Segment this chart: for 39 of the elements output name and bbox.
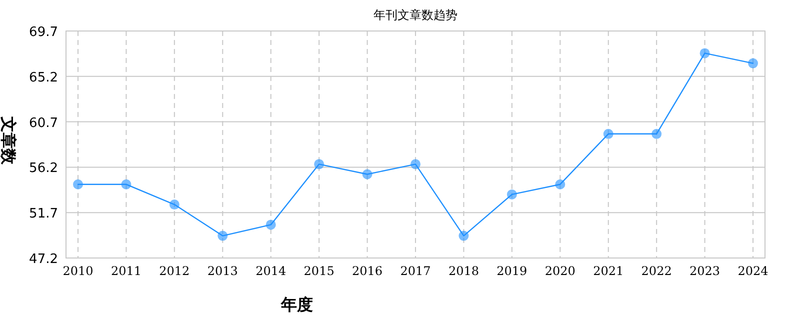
- x-tick-label: 2012: [159, 264, 190, 278]
- x-tick-label: 2019: [496, 264, 528, 278]
- chart-title: 年刊文章数趋势: [374, 8, 458, 22]
- point: [410, 159, 420, 170]
- y-axis-title: 文章数: [0, 116, 18, 166]
- point: [748, 58, 758, 68]
- point: [314, 159, 324, 170]
- x-axis-title: 年度: [280, 295, 313, 314]
- y-tick-label: 65.2: [29, 70, 58, 86]
- x-tick-label: 2020: [544, 264, 576, 278]
- point: [266, 220, 276, 230]
- x-tick-label: 2011: [110, 264, 142, 278]
- point: [652, 128, 662, 139]
- x-tick-label: 2014: [256, 264, 286, 278]
- x-tick-label: 2018: [448, 264, 479, 278]
- x-tick-label: 2015: [304, 264, 334, 278]
- x-tick-label: 2022: [641, 264, 672, 278]
- point: [121, 179, 132, 190]
- point: [362, 169, 372, 180]
- y-tick-label: 60.7: [29, 116, 58, 131]
- point: [555, 179, 566, 190]
- point: [169, 200, 180, 210]
- y-tick-label: 47.2: [29, 252, 58, 267]
- point: [218, 230, 228, 241]
- x-tick-label: 2021: [593, 264, 624, 278]
- x-tick-label: 2024: [738, 264, 769, 278]
- point: [603, 128, 614, 139]
- y-tick-label: 51.7: [29, 206, 58, 222]
- x-tick-label: 2023: [690, 264, 720, 278]
- x-tick-label: 2013: [207, 264, 238, 278]
- y-tick-label: 69.7: [29, 25, 58, 40]
- x-tick-label: 2017: [400, 264, 431, 278]
- x-tick-label: 2016: [352, 264, 383, 278]
- point: [700, 48, 710, 58]
- y-tick-label: 56.2: [29, 161, 58, 176]
- x-tick-label: 2010: [62, 264, 94, 278]
- point: [506, 189, 517, 200]
- point: [458, 230, 469, 241]
- point: [73, 179, 83, 190]
